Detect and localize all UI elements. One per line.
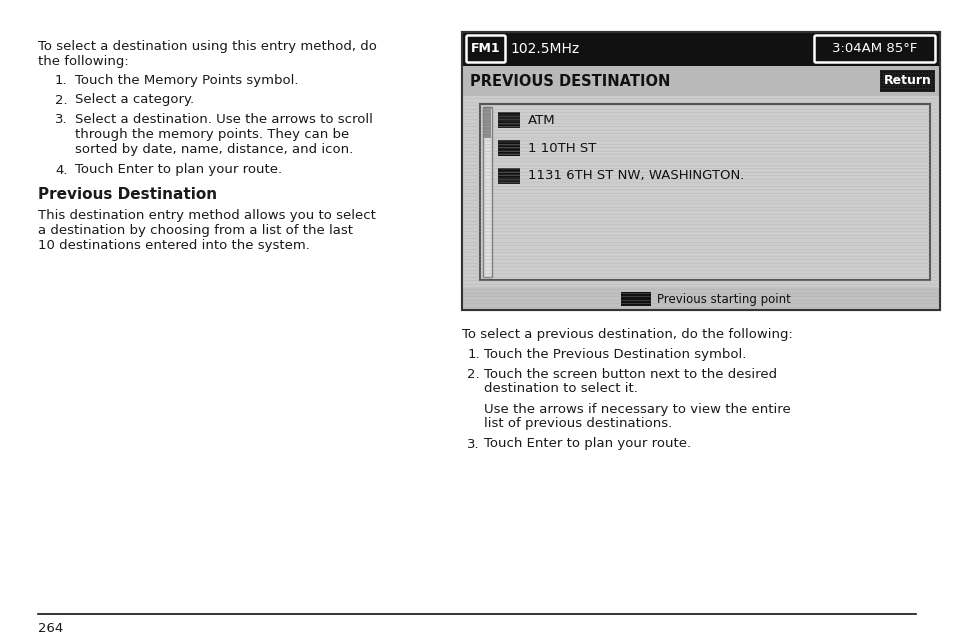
Text: To select a previous destination, do the following:: To select a previous destination, do the…: [461, 328, 792, 341]
Text: 2.: 2.: [467, 368, 479, 380]
Text: 4.: 4.: [55, 163, 68, 177]
Text: Touch the Memory Points symbol.: Touch the Memory Points symbol.: [75, 74, 298, 87]
Bar: [483, 108, 491, 138]
Text: 3:04AM 85°F: 3:04AM 85°F: [831, 43, 917, 55]
Bar: [461, 66, 939, 96]
Text: 1 10TH ST: 1 10TH ST: [527, 141, 596, 155]
Text: To select a destination using this entry method, do
the following:: To select a destination using this entry…: [38, 40, 376, 68]
Text: 2.: 2.: [55, 93, 68, 106]
Bar: [461, 96, 939, 288]
FancyBboxPatch shape: [814, 36, 935, 62]
Bar: [497, 168, 519, 184]
Bar: [482, 107, 492, 277]
Text: FM1: FM1: [471, 43, 500, 55]
Bar: [479, 104, 929, 280]
Text: Previous starting point: Previous starting point: [657, 293, 790, 305]
Text: Touch Enter to plan your route.: Touch Enter to plan your route.: [75, 163, 282, 177]
Text: 1.: 1.: [55, 74, 68, 87]
Text: ATM: ATM: [527, 113, 555, 127]
Text: Select a category.: Select a category.: [75, 93, 193, 106]
Bar: [879, 70, 934, 92]
Text: Return: Return: [882, 74, 930, 88]
Text: Previous Destination: Previous Destination: [38, 187, 217, 202]
Text: 102.5MHz: 102.5MHz: [510, 42, 578, 56]
Text: Use the arrows if necessary to view the entire
list of previous destinations.: Use the arrows if necessary to view the …: [483, 403, 790, 431]
Bar: [461, 32, 939, 66]
Text: Touch the Previous Destination symbol.: Touch the Previous Destination symbol.: [483, 348, 745, 361]
Text: 1131 6TH ST NW, WASHINGTON.: 1131 6TH ST NW, WASHINGTON.: [527, 170, 743, 183]
FancyBboxPatch shape: [466, 36, 505, 62]
Text: 3.: 3.: [467, 438, 479, 450]
Bar: [497, 112, 519, 128]
Text: 3.: 3.: [55, 113, 68, 126]
Bar: [461, 32, 939, 310]
Bar: [497, 140, 519, 156]
Text: 1.: 1.: [467, 348, 479, 361]
Text: Touch the screen button next to the desired
destination to select it.: Touch the screen button next to the desi…: [483, 368, 777, 396]
Text: PREVIOUS DESTINATION: PREVIOUS DESTINATION: [470, 74, 670, 88]
Text: 264: 264: [38, 622, 63, 635]
Text: Select a destination. Use the arrows to scroll
through the memory points. They c: Select a destination. Use the arrows to …: [75, 113, 373, 156]
Bar: [620, 292, 650, 306]
Text: This destination entry method allows you to select
a destination by choosing fro: This destination entry method allows you…: [38, 209, 375, 252]
Text: Touch Enter to plan your route.: Touch Enter to plan your route.: [483, 438, 690, 450]
Bar: [461, 32, 939, 310]
Bar: [461, 288, 939, 310]
